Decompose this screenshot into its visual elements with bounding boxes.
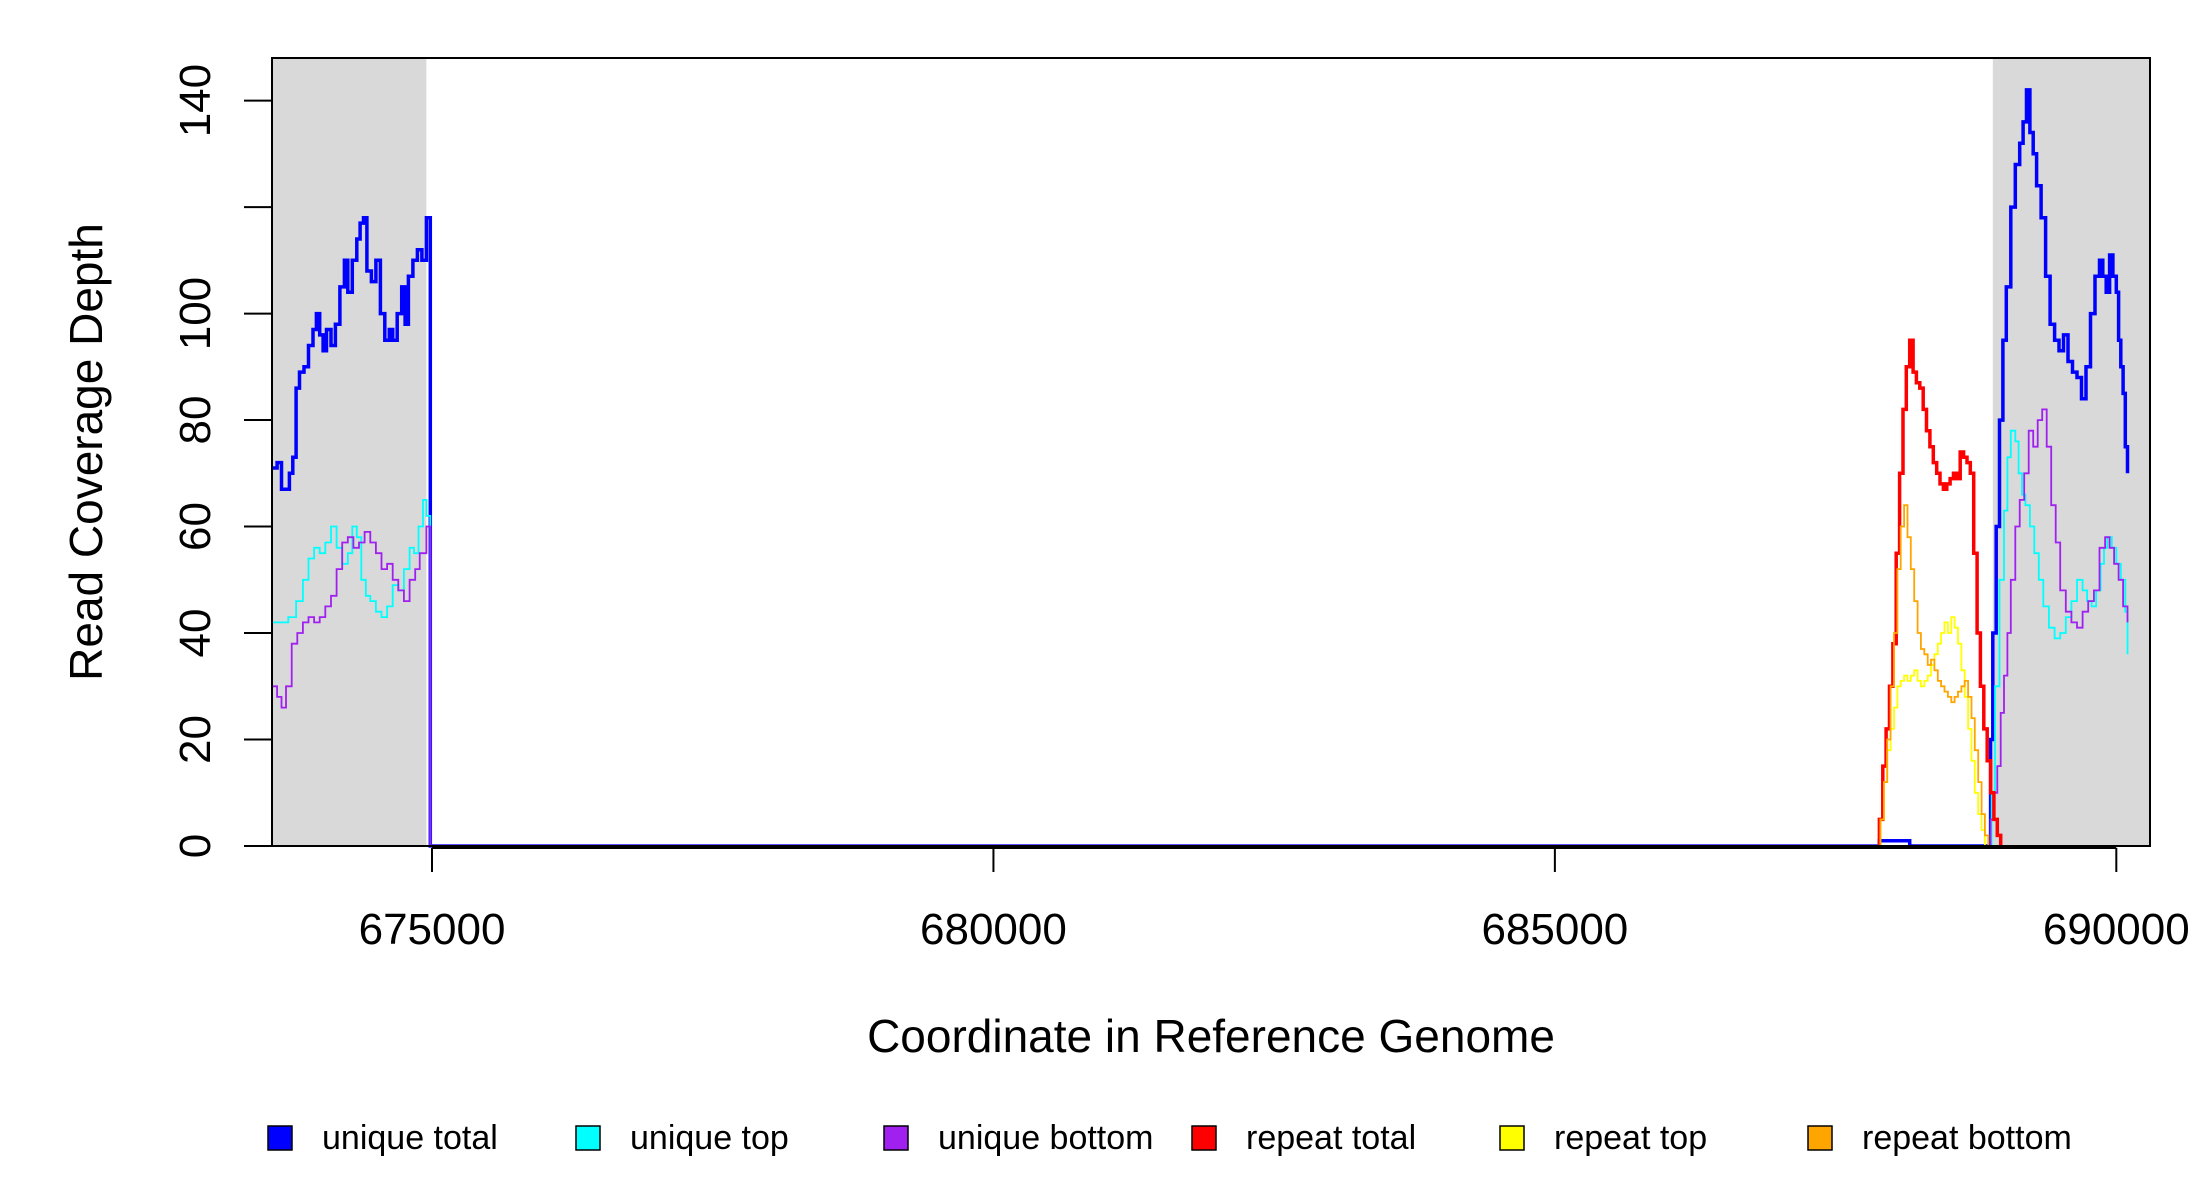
y-tick-label: 140 <box>171 64 220 137</box>
legend-label-unique-top: unique top <box>630 1119 789 1157</box>
y-tick-label: 80 <box>171 396 220 445</box>
legend-swatch-repeat-total <box>1191 1125 1217 1151</box>
y-axis: 0 20 40 60 80 100 140 <box>171 64 273 858</box>
legend: unique total unique top unique bottom repea… <box>267 1119 2072 1157</box>
x-axis-title: Coordinate in Reference Genome <box>867 1010 1555 1062</box>
series-line-repeat-total <box>1877 338 2003 848</box>
series-lines <box>272 88 2150 848</box>
legend-label-repeat-top: repeat top <box>1554 1119 1707 1157</box>
x-tick-label: 680000 <box>920 905 1067 954</box>
legend-swatch-unique-top <box>575 1125 601 1151</box>
series-line-unique-total <box>272 88 2130 848</box>
series-line-repeat-bottom <box>1878 504 1990 847</box>
legend-label-repeat-bottom: repeat bottom <box>1862 1119 2072 1157</box>
plot-frame <box>271 57 2151 847</box>
series-line-unique-bottom <box>272 408 2129 847</box>
legend-swatch-unique-bottom <box>883 1125 909 1151</box>
y-axis-title: Read Coverage Depth <box>60 223 112 681</box>
legend-label-unique-bottom: unique bottom <box>938 1119 1154 1157</box>
y-tick-label: 40 <box>171 609 220 658</box>
legend-swatch-repeat-top <box>1499 1125 1525 1151</box>
legend-label-repeat-total: repeat total <box>1246 1119 1416 1157</box>
y-tick-label: 100 <box>171 277 220 350</box>
x-tick-label: 675000 <box>359 905 506 954</box>
x-tick-label: 685000 <box>1481 905 1628 954</box>
y-tick-label: 0 <box>171 834 220 858</box>
x-axis: 675000 680000 685000 690000 <box>359 847 2190 954</box>
legend-label-unique-total: unique total <box>322 1119 498 1157</box>
legend-swatch-unique-total <box>267 1125 293 1151</box>
legend-swatch-repeat-bottom <box>1807 1125 1833 1151</box>
y-tick-label: 60 <box>171 502 220 551</box>
shaded-regions <box>272 58 2150 846</box>
series-line-unique-top <box>272 429 2129 847</box>
y-tick-label: 20 <box>171 715 220 764</box>
x-tick-label: 690000 <box>2043 905 2190 954</box>
